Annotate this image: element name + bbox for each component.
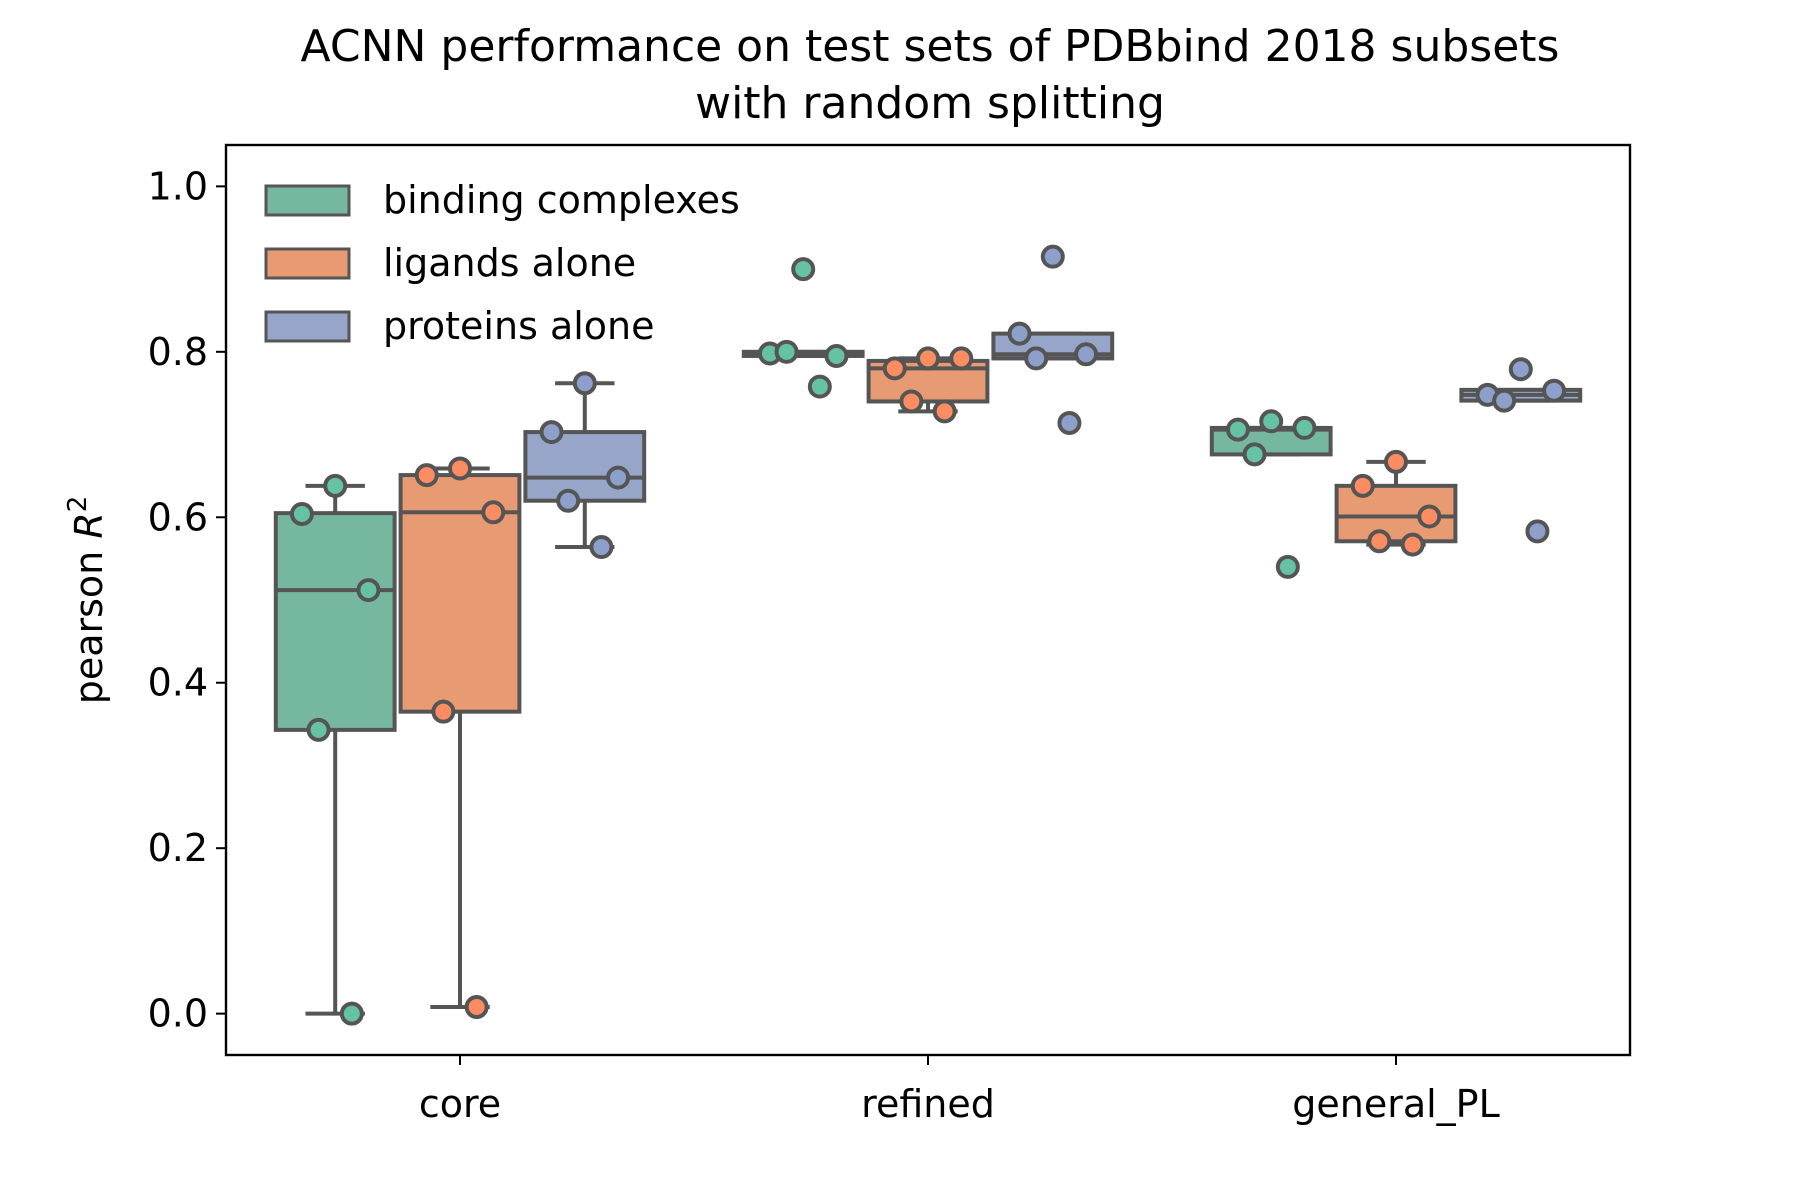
chart-title-line2: with random splitting xyxy=(695,78,1165,129)
y-axis-label-prefix: pearson xyxy=(67,539,111,705)
y-axis-label-exponent: 2 xyxy=(63,496,93,513)
x-tick-label: refined xyxy=(861,1082,995,1126)
box-group xyxy=(523,371,647,560)
y-tick-label: 0.6 xyxy=(148,495,208,539)
data-point xyxy=(1007,321,1032,346)
y-tick-label: 1.0 xyxy=(148,164,208,208)
data-point xyxy=(1542,378,1567,403)
data-point xyxy=(431,699,456,724)
data-point xyxy=(1492,388,1517,413)
data-point xyxy=(339,1001,364,1026)
data-point xyxy=(824,343,849,368)
box-group xyxy=(1209,409,1333,579)
data-point xyxy=(556,488,581,513)
legend-label: proteins alone xyxy=(383,304,655,348)
data-point xyxy=(1292,415,1317,440)
data-point xyxy=(1508,357,1533,382)
data-point xyxy=(791,257,816,282)
data-point xyxy=(356,578,381,603)
data-point xyxy=(323,473,348,498)
data-point xyxy=(882,356,907,381)
data-point xyxy=(448,456,472,481)
data-point xyxy=(589,535,614,560)
y-tick-label: 0.0 xyxy=(148,992,208,1036)
plot-area xyxy=(273,244,1583,1026)
y-axis-label: pearson R2 xyxy=(63,496,111,705)
box-group xyxy=(398,456,522,1020)
data-point xyxy=(606,465,631,490)
legend-swatch xyxy=(264,310,351,343)
data-point xyxy=(414,463,439,488)
box-group xyxy=(741,257,865,399)
data-point xyxy=(289,501,314,526)
data-point xyxy=(306,717,331,742)
box-group xyxy=(1459,357,1583,544)
legend: binding complexes ligands alone proteins a… xyxy=(264,178,740,348)
x-axis: core refined general_PL xyxy=(419,1055,1500,1126)
data-point xyxy=(807,374,832,399)
y-axis-label-variable: R xyxy=(67,512,111,538)
data-point xyxy=(899,389,924,414)
data-point xyxy=(1525,519,1550,544)
data-point xyxy=(539,420,564,445)
data-point xyxy=(464,995,489,1020)
box-group xyxy=(991,244,1115,435)
data-point xyxy=(1225,417,1250,442)
box-body xyxy=(273,511,397,732)
data-point xyxy=(1350,473,1375,498)
legend-swatch xyxy=(264,247,351,280)
chart-title-line1: ACNN performance on test sets of PDBbind… xyxy=(301,21,1560,72)
data-point xyxy=(916,346,940,371)
data-point xyxy=(1400,532,1425,557)
y-axis: 0.0 0.2 0.4 0.6 0.8 1.0 xyxy=(148,164,226,1036)
box-group xyxy=(1334,449,1458,557)
data-point xyxy=(1275,554,1300,579)
legend-label: ligands alone xyxy=(383,241,636,285)
x-tick-label: core xyxy=(419,1082,501,1126)
data-point xyxy=(481,500,506,525)
data-point xyxy=(1384,449,1408,474)
data-point xyxy=(1040,244,1065,269)
box-body xyxy=(523,430,647,503)
data-point xyxy=(1074,342,1099,367)
legend-swatch xyxy=(264,184,351,217)
data-point xyxy=(1242,442,1267,467)
y-tick-label: 0.8 xyxy=(148,330,208,374)
data-point xyxy=(1367,529,1392,554)
y-tick-label: 0.4 xyxy=(148,661,208,705)
data-point xyxy=(1417,504,1442,529)
data-point xyxy=(1259,409,1284,434)
data-point xyxy=(1024,346,1049,371)
box-group xyxy=(273,473,397,1026)
data-point xyxy=(572,371,597,396)
data-point xyxy=(774,339,799,364)
data-point xyxy=(1057,410,1082,435)
y-tick-label: 0.2 xyxy=(148,826,208,870)
axes-frame xyxy=(224,143,1632,1057)
box-group xyxy=(866,346,990,424)
data-point xyxy=(932,399,957,424)
legend-label: binding complexes xyxy=(383,178,740,222)
x-tick-label: general_PL xyxy=(1292,1082,1500,1126)
data-point xyxy=(949,346,974,371)
